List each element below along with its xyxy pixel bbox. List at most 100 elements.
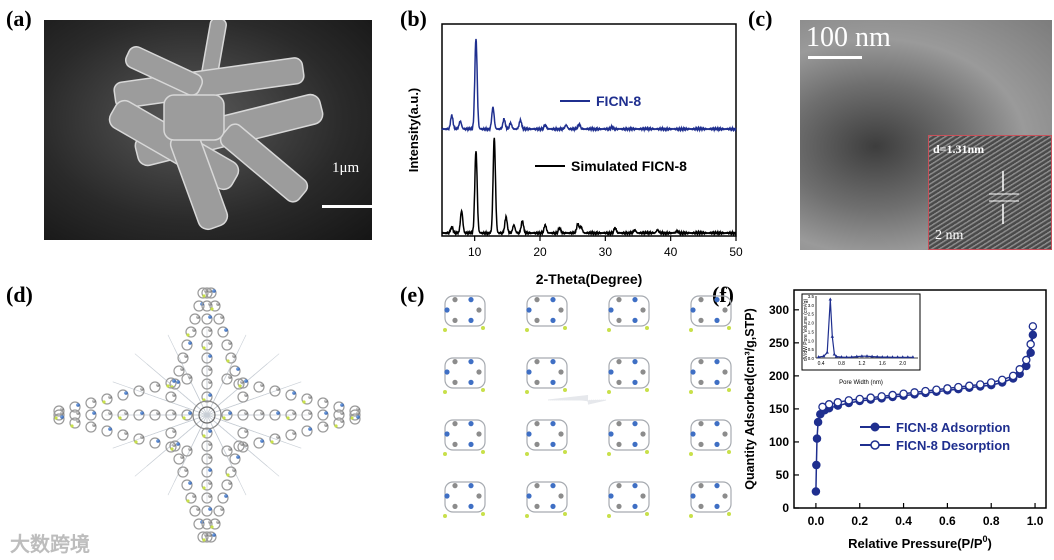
inset-point — [911, 355, 915, 359]
isotherm-legend: FICN-8 Adsorption FICN-8 Desorption — [860, 420, 1010, 453]
isotherm-frame — [793, 289, 1047, 509]
iso-ytick-label: 0 — [782, 501, 789, 515]
inset-point — [821, 354, 826, 358]
xrd-xtick-label: 40 — [664, 245, 678, 259]
iso-xtick-label: 0.8 — [983, 514, 1000, 528]
xrd-chart: 10 20 30 40 50 FICN-8 Simulated FICN-8 2-The… — [406, 23, 743, 287]
xrd-legend-simulated: Simulated FICN-8 — [571, 158, 687, 174]
inset-xtick-label: 1.6 — [879, 361, 886, 367]
inset-ytick-label: 3.5 — [808, 294, 815, 299]
panel-label-a: (a) — [6, 6, 32, 31]
adsorption-point — [812, 460, 821, 470]
inset-point — [865, 354, 869, 358]
iso-ytick-label: 250 — [769, 336, 789, 350]
inset-ytick-label: 2.0 — [808, 321, 815, 326]
desorption-point — [965, 381, 974, 391]
xrd-ylabel: Intensity(a.u.) — [406, 88, 421, 173]
watermark: 大数跨境 — [10, 534, 90, 556]
inset-ytick-label: 0.5 — [808, 347, 815, 352]
sem-scalebar — [322, 205, 372, 208]
desorption-point — [844, 396, 854, 405]
inset-point — [895, 355, 900, 359]
inset-xtick-label: 1.2 — [858, 361, 865, 367]
hrtem-scalebar-label: 2 nm — [935, 228, 964, 243]
desorption-point — [954, 382, 963, 392]
inset-xlabel: Pore Width (nm) — [839, 380, 883, 386]
inset-ytick-label: 2.5 — [808, 312, 815, 317]
tem-scalebar — [808, 56, 862, 59]
inset-point — [832, 352, 837, 356]
xrd-xtick-label: 50 — [729, 245, 743, 259]
desorption-point — [866, 393, 875, 402]
desorption-point — [1008, 371, 1018, 381]
legend-adsorption: FICN-8 Adsorption — [896, 420, 1010, 435]
inset-series — [818, 299, 913, 358]
xrd-xtick-label: 10 — [468, 245, 482, 259]
isotherm-xlabel: Relative Pressure(P/P0) — [848, 534, 992, 551]
inset-point — [844, 355, 849, 359]
xrd-series-simulated — [441, 137, 737, 237]
desorption-point — [1026, 339, 1035, 349]
inset-point — [901, 355, 905, 359]
inset-point — [885, 355, 890, 359]
iso-xtick-label: 0.6 — [939, 514, 956, 528]
inset-point — [855, 354, 859, 358]
inset-ytick-label: 1.5 — [808, 329, 815, 334]
iso-xtick-label: 0.4 — [895, 514, 912, 528]
legend-desorption: FICN-8 Desorption — [896, 438, 1010, 453]
xrd-series-ficn8 — [441, 38, 737, 133]
desorption-point — [833, 398, 843, 407]
iso-ytick-label: 50 — [776, 468, 790, 482]
desorption-point — [877, 392, 886, 401]
xrd-xlabel: 2-Theta(Degree) — [536, 271, 643, 287]
iso-ytick-label: 150 — [769, 402, 789, 416]
inset-point — [825, 350, 829, 354]
hrtem-inset: d=1.31nm 2 nm — [928, 135, 1052, 250]
desorption-point — [1028, 322, 1038, 331]
inset-point — [870, 354, 874, 358]
desorption-point — [1022, 355, 1031, 365]
desorption-point — [1015, 365, 1024, 374]
iso-ytick-label: 200 — [769, 369, 789, 383]
desorption-point — [888, 390, 897, 400]
xrd-legend-ficn8: FICN-8 — [596, 93, 641, 109]
xrd-xtick-label: 30 — [599, 245, 613, 259]
desorption-point — [932, 385, 941, 395]
sem-scalebar-label: 1μm — [332, 160, 360, 176]
hrtem-d-spacing: d=1.31nm — [933, 142, 985, 156]
desorption-point — [976, 380, 985, 389]
inset-ylabel: dV/dW Pore Volume (cm³/g) — [803, 299, 809, 362]
isotherm-chart: 0.0 0.2 0.4 0.6 0.8 1.0 0 50 100 150 200 250 300 FIC… — [743, 289, 1047, 551]
inset-point — [890, 355, 895, 359]
inset-ytick-label: 1.0 — [808, 338, 815, 343]
structure-view-d — [53, 287, 361, 543]
iso-ytick-label: 100 — [769, 435, 789, 449]
desorption-point — [899, 389, 908, 398]
panel-label-b: (b) — [400, 6, 427, 31]
isotherm-ylabel: Quantity Adsorbed(cm³/g,STP) — [743, 308, 757, 490]
panel-label-d: (d) — [6, 282, 33, 307]
inset-point — [860, 354, 864, 358]
iso-xtick-label: 0.0 — [808, 514, 825, 528]
tem-scalebar-label: 100 nm — [806, 22, 891, 53]
inset-ytick-label: 3.0 — [808, 303, 815, 308]
desorption-point — [943, 384, 952, 393]
desorption-point — [921, 386, 930, 396]
hrtem-arrows — [989, 171, 1019, 224]
inset-ytick-label: 0.0 — [808, 356, 815, 361]
inset-point — [850, 355, 854, 359]
xrd-xtick-label: 20 — [533, 245, 547, 259]
desorption-point — [855, 394, 864, 404]
sem-image: 1μm — [44, 20, 372, 240]
panel-label-e: (e) — [400, 282, 425, 307]
iso-xtick-label: 0.2 — [851, 514, 868, 528]
structure-view-e — [443, 295, 732, 518]
inset-xtick-label: 2.0 — [899, 361, 906, 367]
iso-xtick-label: 1.0 — [1027, 514, 1044, 528]
desorption-point — [910, 388, 919, 397]
inset-point — [906, 355, 910, 359]
inset-point — [834, 354, 839, 358]
adsorption-point — [811, 487, 821, 496]
desorption-point — [997, 375, 1007, 385]
inset-point — [830, 334, 835, 338]
